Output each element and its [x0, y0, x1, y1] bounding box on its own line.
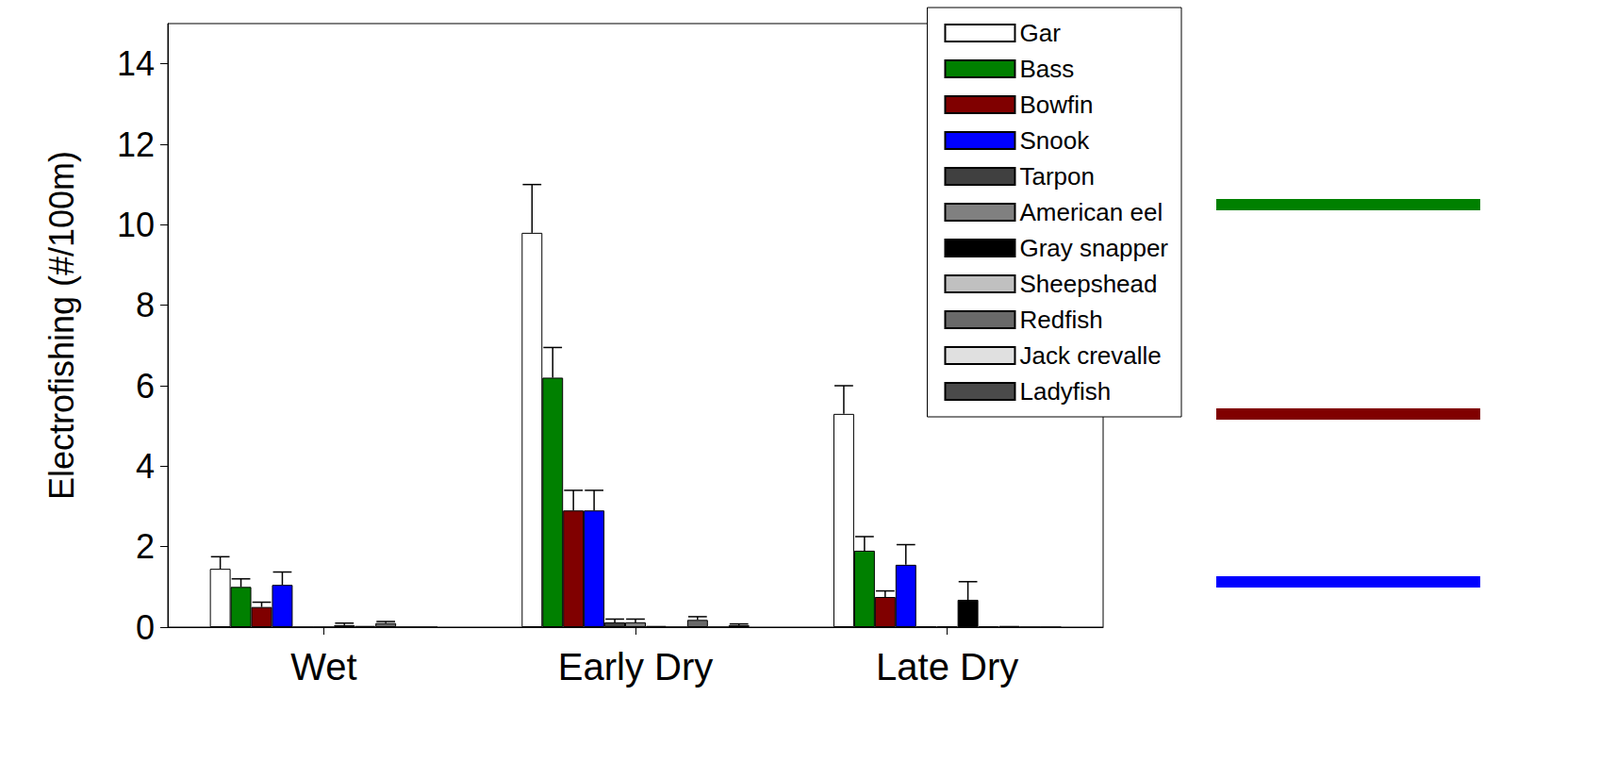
- svg-text:Gar: Gar: [1019, 18, 1061, 48]
- svg-text:Early Dry: Early Dry: [558, 645, 713, 688]
- svg-text:2: 2: [135, 527, 155, 566]
- svg-text:6: 6: [135, 366, 155, 406]
- svg-text:Late Dry: Late Dry: [875, 645, 1019, 688]
- svg-text:0: 0: [135, 608, 155, 647]
- svg-text:Snook: Snook: [1019, 126, 1090, 155]
- svg-text:Bass: Bass: [1019, 54, 1074, 83]
- svg-text:10: 10: [116, 205, 155, 245]
- svg-text:Wet: Wet: [290, 645, 357, 688]
- svg-text:Redfish: Redfish: [1019, 305, 1103, 334]
- svg-text:Ladyfish: Ladyfish: [1019, 377, 1111, 406]
- svg-text:American eel: American eel: [1019, 197, 1163, 227]
- svg-text:8: 8: [135, 285, 155, 325]
- svg-text:4: 4: [135, 446, 155, 486]
- svg-text:Tarpon: Tarpon: [1019, 162, 1095, 191]
- svg-text:12: 12: [116, 125, 155, 165]
- svg-text:Bowfin: Bowfin: [1019, 90, 1093, 119]
- svg-text:Gray snapper: Gray snapper: [1019, 233, 1169, 263]
- svg-text:Jack crevalle: Jack crevalle: [1019, 341, 1161, 370]
- svg-text:Electrofishing (#/100m): Electrofishing (#/100m): [42, 150, 82, 500]
- svg-text:Sheepshead: Sheepshead: [1019, 269, 1157, 298]
- svg-text:14: 14: [116, 44, 155, 83]
